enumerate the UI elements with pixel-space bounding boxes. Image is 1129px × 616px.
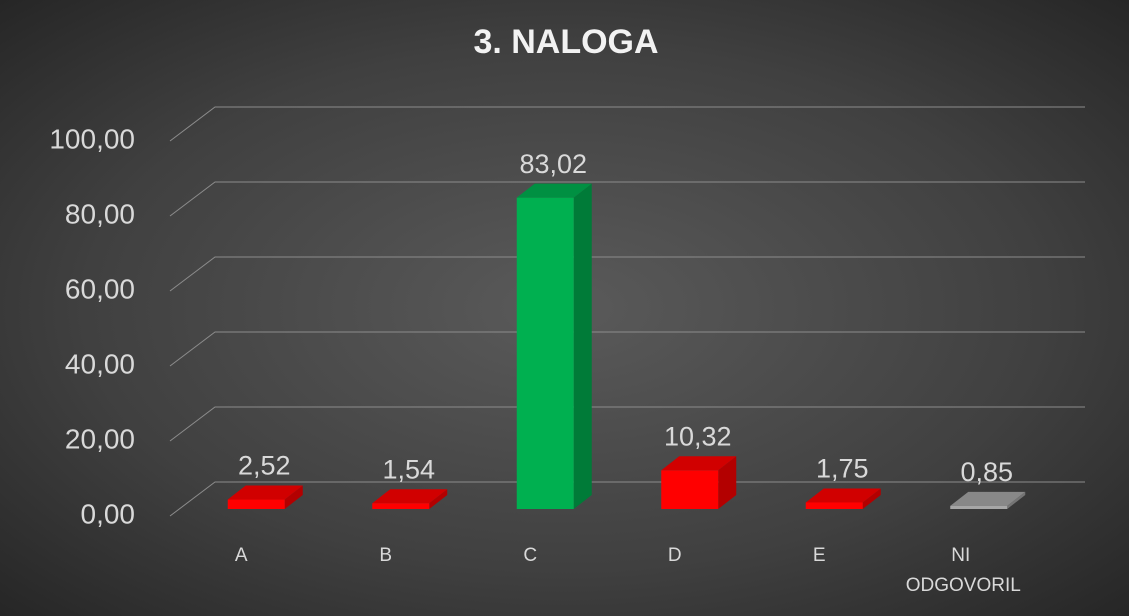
grid-line (169, 181, 1085, 217)
x-tick-label: B (379, 545, 393, 566)
y-tick-label: 80,00 (65, 198, 135, 229)
x-tick-label: A (234, 545, 248, 566)
bar-side (862, 488, 881, 509)
bar (516, 183, 592, 510)
value-label: 1,54 (382, 454, 435, 484)
y-tick-label: 60,00 (65, 273, 135, 304)
x-tick-label: NI ODGOVORIL (905, 545, 1021, 596)
bar-top (950, 491, 1026, 506)
bar-top (805, 488, 881, 503)
value-label: 1,75 (816, 454, 869, 484)
bar-front (805, 502, 863, 509)
grid-line (169, 331, 1085, 367)
bar (950, 491, 1026, 509)
bar-front (950, 505, 1008, 509)
value-label: 10,32 (664, 421, 732, 451)
x-tick-label: E (812, 545, 826, 566)
bar-side (1007, 491, 1026, 509)
bar-front (661, 470, 719, 509)
value-label: 0,85 (960, 457, 1013, 487)
bar (805, 488, 881, 509)
bar-side (284, 485, 303, 509)
bar-top (661, 456, 737, 471)
bar-top (372, 489, 448, 504)
y-tick-label: 100,00 (49, 123, 135, 154)
chart-title: 3. NALOGA (473, 23, 658, 61)
bar-top (227, 485, 303, 500)
x-tick-label: D (667, 545, 682, 566)
bar-top (516, 183, 592, 198)
y-tick-label: 0,00 (81, 498, 136, 529)
bar (372, 489, 448, 509)
bar-side (429, 489, 448, 509)
bar (661, 456, 737, 509)
grid-line (169, 406, 1085, 442)
grid-line (169, 106, 1085, 142)
grid-line (169, 256, 1085, 292)
bar-front (227, 499, 285, 509)
y-tick-label: 20,00 (65, 423, 135, 454)
bar (227, 485, 303, 509)
x-tick-label: C (523, 545, 538, 566)
grid-line (169, 481, 1085, 517)
y-tick-label: 40,00 (65, 348, 135, 379)
bar-front (516, 197, 574, 510)
value-label: 83,02 (519, 149, 587, 179)
value-label: 2,52 (238, 451, 291, 481)
bar-side (573, 183, 592, 510)
bar-side (718, 456, 737, 509)
bar-front (372, 503, 430, 509)
